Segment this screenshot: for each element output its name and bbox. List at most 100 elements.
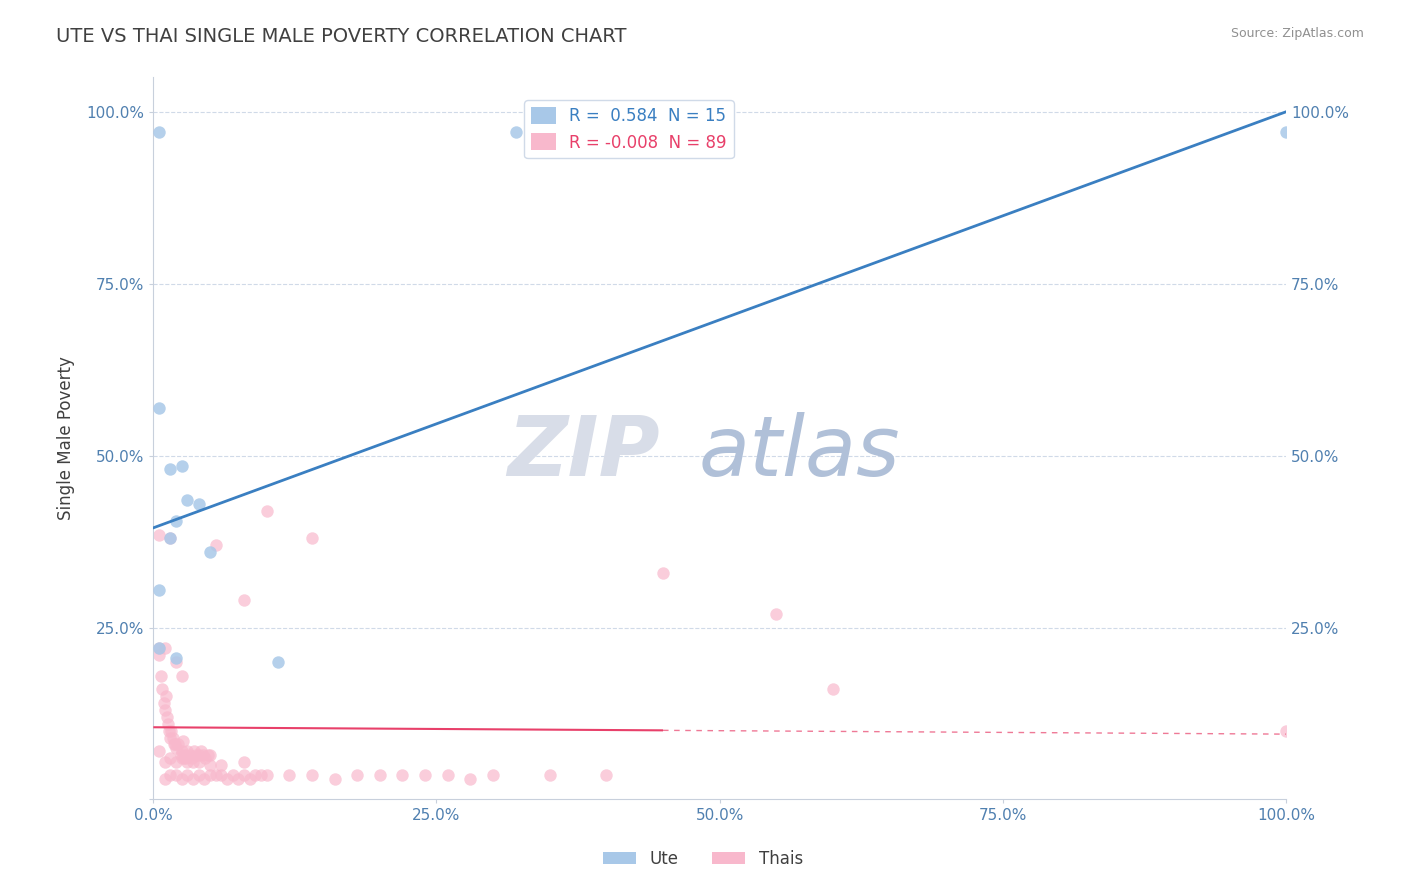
Point <box>245 768 267 782</box>
Point <box>179 747 201 762</box>
Point <box>169 747 191 762</box>
Point <box>505 125 527 139</box>
Point <box>172 734 194 748</box>
Point <box>232 755 254 769</box>
Point <box>278 768 301 782</box>
Point <box>162 731 184 745</box>
Point <box>267 655 290 669</box>
Y-axis label: Single Male Poverty: Single Male Poverty <box>58 357 75 520</box>
Point <box>180 751 202 765</box>
Point <box>301 768 323 782</box>
Point <box>183 744 205 758</box>
Point <box>460 772 482 786</box>
Point <box>148 648 170 662</box>
Point <box>157 723 180 738</box>
Text: ZIP: ZIP <box>508 412 659 493</box>
Point <box>1275 723 1298 738</box>
Point <box>148 125 170 139</box>
Point <box>174 747 197 762</box>
Point <box>187 497 209 511</box>
Point <box>226 772 249 786</box>
Point <box>159 731 181 745</box>
Point <box>187 747 209 762</box>
Point <box>159 531 181 545</box>
Point <box>436 768 458 782</box>
Point <box>173 751 195 765</box>
Point <box>250 768 273 782</box>
Point <box>170 751 193 765</box>
Point <box>163 738 186 752</box>
Point <box>197 747 219 762</box>
Point <box>187 755 209 769</box>
Point <box>256 768 278 782</box>
Point <box>159 531 181 545</box>
Legend: Ute, Thais: Ute, Thais <box>596 844 810 875</box>
Point <box>165 655 187 669</box>
Point <box>821 682 844 697</box>
Point <box>204 768 226 782</box>
Point <box>153 641 176 656</box>
Point <box>482 768 505 782</box>
Text: Source: ZipAtlas.com: Source: ZipAtlas.com <box>1230 27 1364 40</box>
Point <box>150 682 173 697</box>
Point <box>209 768 232 782</box>
Point <box>239 772 262 786</box>
Point <box>153 703 176 717</box>
Point <box>232 593 254 607</box>
Point <box>232 768 254 782</box>
Point <box>167 738 190 752</box>
Point <box>190 744 212 758</box>
Point <box>163 738 186 752</box>
Point <box>165 768 187 782</box>
Point <box>193 772 215 786</box>
Point <box>198 747 221 762</box>
Point <box>148 744 170 758</box>
Point <box>187 768 209 782</box>
Point <box>152 696 174 710</box>
Point <box>155 690 177 704</box>
Point <box>156 710 179 724</box>
Point <box>148 582 170 597</box>
Point <box>176 768 198 782</box>
Point <box>153 772 176 786</box>
Point <box>323 772 346 786</box>
Point <box>150 668 173 682</box>
Point <box>198 545 221 559</box>
Point <box>191 747 214 762</box>
Point <box>148 527 170 541</box>
Text: atlas: atlas <box>699 412 900 493</box>
Point <box>165 740 187 755</box>
Point <box>413 768 436 782</box>
Point <box>368 768 391 782</box>
Point <box>148 641 170 656</box>
Point <box>170 668 193 682</box>
Point <box>170 772 193 786</box>
Point <box>170 744 193 758</box>
Point <box>198 758 221 772</box>
Point <box>204 538 226 552</box>
Point <box>198 768 221 782</box>
Point <box>652 566 675 580</box>
Point <box>165 514 187 528</box>
Point <box>256 503 278 517</box>
Point <box>148 401 170 415</box>
Text: UTE VS THAI SINGLE MALE POVERTY CORRELATION CHART: UTE VS THAI SINGLE MALE POVERTY CORRELAT… <box>56 27 627 45</box>
Point <box>1275 125 1298 139</box>
Point <box>186 747 208 762</box>
Point <box>215 772 238 786</box>
Point <box>148 641 170 656</box>
Point <box>153 755 176 769</box>
Point <box>159 751 181 765</box>
Point <box>165 755 187 769</box>
Point <box>181 772 204 786</box>
Point <box>176 493 198 508</box>
Point <box>170 458 193 473</box>
Point <box>176 755 198 769</box>
Point <box>221 768 243 782</box>
Point <box>765 607 787 621</box>
Point <box>209 758 232 772</box>
Point <box>181 755 204 769</box>
Point <box>157 716 180 731</box>
Point <box>194 751 217 765</box>
Point <box>301 531 323 545</box>
